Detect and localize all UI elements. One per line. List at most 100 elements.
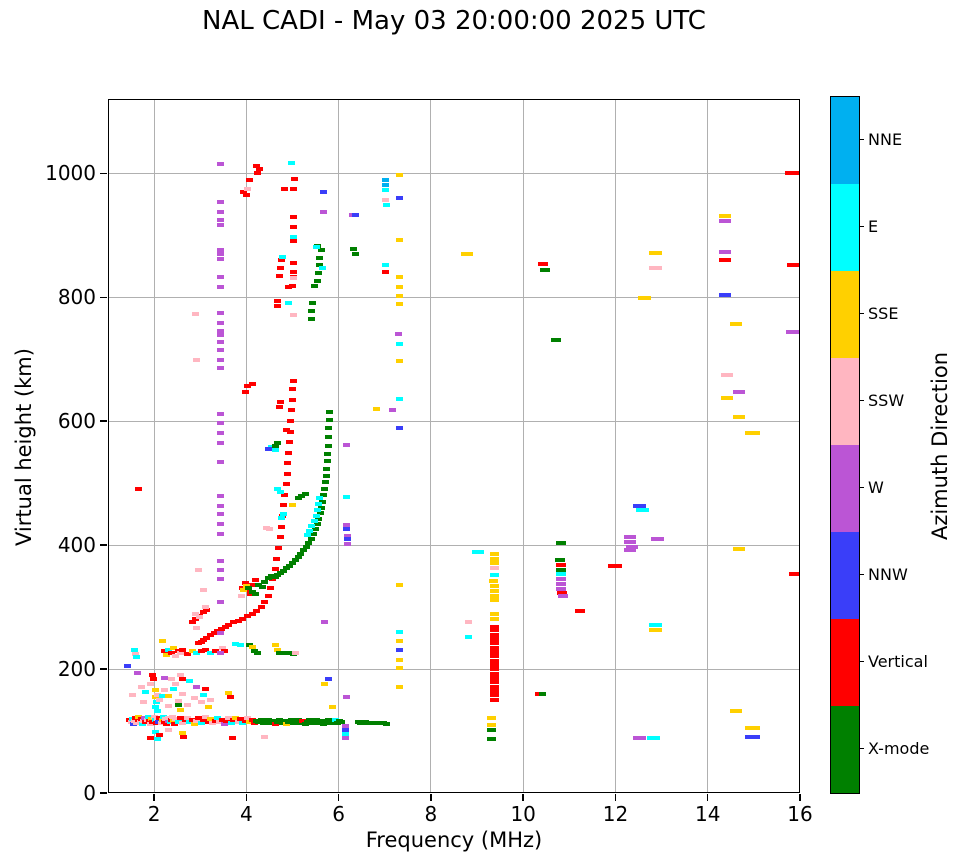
scatter-point [156, 697, 164, 702]
scatter-point [197, 720, 205, 725]
scatter-point [193, 358, 201, 363]
scatter-point [217, 366, 225, 371]
colorbar-tick-mark [860, 399, 864, 402]
scatter-point [211, 718, 219, 723]
scatter-point [343, 695, 351, 700]
scatter-point [789, 572, 799, 577]
scatter-point [343, 442, 351, 447]
scatter-point [217, 460, 225, 465]
scatter-point [200, 692, 208, 697]
scatter-point [351, 213, 359, 218]
scatter-point [217, 274, 225, 279]
y-axis-label: Virtual height (km) [12, 348, 36, 546]
scatter-point [649, 251, 663, 256]
x-gridline [707, 100, 709, 792]
azimuth-colorbar [830, 96, 860, 794]
scatter-point [289, 379, 297, 384]
scatter-point [292, 650, 300, 655]
scatter-point [280, 650, 288, 655]
scatter-point [147, 681, 155, 686]
scatter-point [313, 522, 321, 527]
scatter-point [147, 721, 155, 726]
scatter-point [204, 719, 212, 724]
scatter-point [153, 737, 161, 742]
scatter-point [193, 650, 201, 655]
scatter-point [217, 348, 225, 353]
scatter-point [395, 331, 403, 336]
scatter-point [649, 622, 663, 627]
scatter-point [165, 728, 173, 733]
scatter-point [289, 387, 297, 392]
scatter-point [217, 521, 225, 526]
scatter-point [633, 736, 647, 741]
y-tick-label: 400 [57, 533, 96, 558]
scatter-point [556, 581, 567, 586]
scatter-point [489, 624, 499, 629]
scatter-point [537, 261, 548, 266]
colorbar-segment-x [831, 706, 859, 793]
scatter-point [226, 694, 234, 699]
scatter-point [287, 161, 295, 166]
scatter-point [279, 568, 287, 573]
scatter-point [153, 692, 161, 697]
scatter-point [273, 304, 281, 309]
scatter-point [278, 258, 286, 263]
scatter-point [217, 256, 225, 261]
colorbar-tick-mark [860, 747, 864, 750]
scatter-point [280, 186, 288, 191]
scatter-point [151, 687, 159, 692]
scatter-point [217, 531, 225, 536]
scatter-point [396, 238, 404, 243]
scatter-point [324, 443, 332, 448]
x-gridline [245, 100, 247, 792]
x-tick-label: 16 [787, 802, 813, 826]
scatter-point [217, 284, 225, 289]
scatter-point [282, 482, 290, 487]
scatter-point [271, 721, 279, 726]
scatter-point [396, 275, 404, 280]
scatter-point [203, 635, 211, 640]
scatter-point [785, 171, 799, 176]
scatter-point [539, 692, 547, 697]
scatter-point [325, 435, 333, 440]
scatter-point [556, 576, 567, 581]
scatter-point [635, 507, 649, 512]
scatter-point [249, 583, 257, 588]
scatter-point [248, 589, 256, 594]
scatter-point [172, 654, 180, 659]
scatter-point [165, 704, 173, 708]
scatter-point [320, 620, 328, 625]
scatter-point [556, 541, 567, 546]
scatter-point [193, 625, 201, 630]
scatter-point [264, 717, 272, 722]
scatter-point [195, 716, 203, 721]
scatter-point [248, 644, 256, 649]
scatter-point [241, 389, 249, 394]
scatter-point [489, 628, 499, 633]
scatter-point [158, 638, 166, 643]
scatter-point [320, 190, 328, 195]
scatter-point [290, 275, 298, 280]
scatter-point [206, 633, 214, 638]
scatter-point [130, 648, 138, 653]
scatter-point [264, 593, 272, 598]
scatter-point [352, 251, 360, 256]
scatter-point [396, 629, 404, 634]
scatter-point [329, 704, 337, 709]
scatter-point [203, 607, 211, 612]
scatter-point [320, 209, 328, 214]
scatter-point [276, 650, 284, 655]
scatter-point [316, 495, 324, 500]
scatter-point [488, 578, 498, 583]
scatter-point [234, 719, 242, 724]
scatter-point [489, 556, 499, 561]
scatter-point [160, 649, 168, 654]
scatter-point [383, 203, 391, 208]
scatter-point [167, 677, 175, 682]
scatter-point [489, 632, 499, 637]
scatter-point [370, 720, 378, 725]
scatter-point [551, 337, 562, 342]
scatter-point [202, 715, 210, 720]
scatter-point [718, 213, 731, 218]
y-tick-mark [100, 420, 107, 422]
